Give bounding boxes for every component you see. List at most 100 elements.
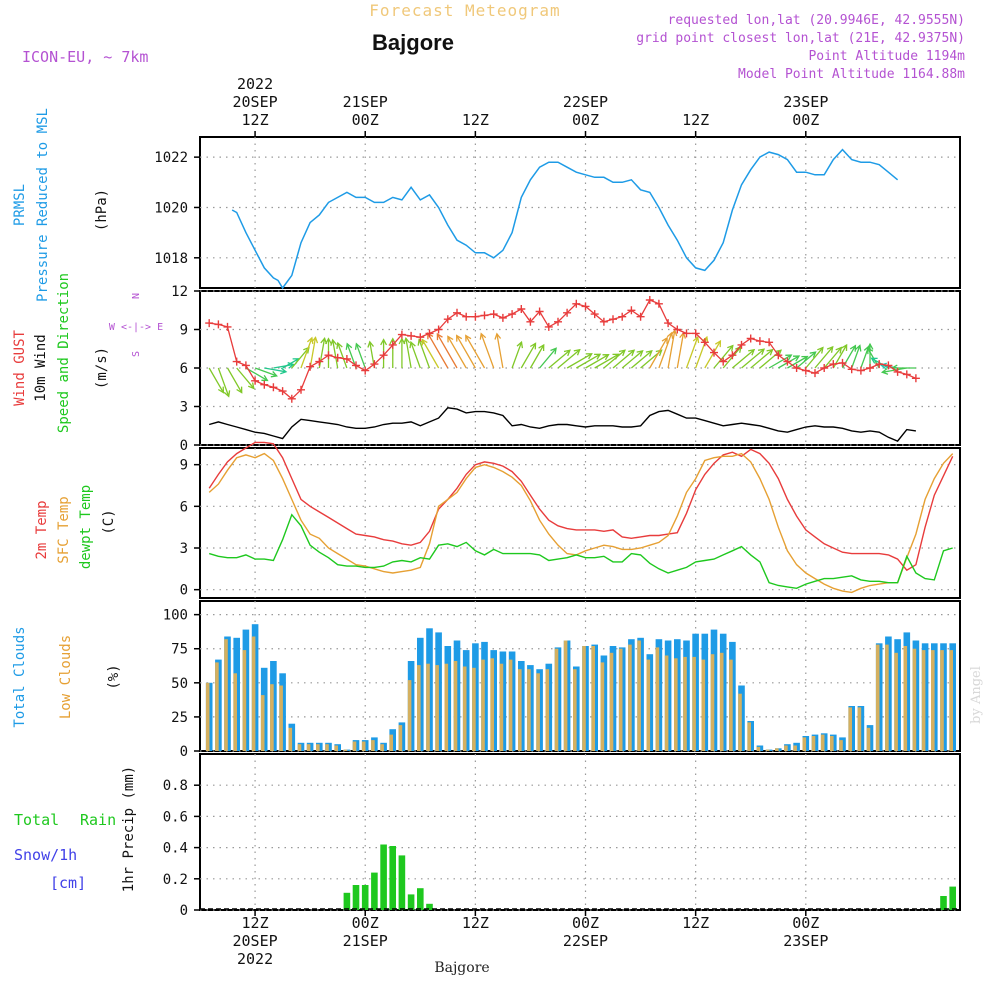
wind-arrowhead: [655, 349, 663, 357]
compass-s: S: [131, 351, 142, 357]
time-label-bottom: 00Z: [572, 914, 599, 932]
wind-gust-point: [526, 317, 535, 326]
low-cloud-bar: [912, 648, 917, 751]
low-cloud-bar: [857, 707, 862, 751]
wind-gust-point: [251, 376, 260, 385]
pressure-line: [231, 148, 899, 290]
wind-arrowhead: [792, 355, 801, 362]
wind-arrow: [557, 349, 581, 369]
wind-arrow: [291, 347, 310, 369]
low-cloud-bar: [940, 650, 944, 751]
wind-arrow: [337, 342, 348, 369]
wind-arrowhead: [447, 335, 454, 343]
temp-2m-label: 2m Temp: [34, 500, 50, 559]
low-cloud-bar: [554, 648, 559, 751]
wind-arrow: [264, 367, 287, 373]
wind-speed-dir-label: Speed and Direction: [56, 273, 72, 433]
temp-sfc-line: [208, 452, 954, 594]
low-cloud-bar: [637, 640, 641, 751]
wind-arrow: [585, 354, 609, 369]
wind-arrowhead: [345, 342, 353, 350]
wind-arrowhead: [826, 345, 834, 353]
wind-arrow: [309, 337, 317, 369]
wind-gust-point: [324, 351, 333, 360]
wind-gust-point: [269, 383, 278, 392]
wind-arrowhead: [380, 338, 388, 346]
wind-arrow: [529, 344, 545, 369]
temp-dewpt-label: dewpt Temp: [78, 485, 94, 569]
wind-gust-point: [572, 299, 581, 308]
wind-arrow: [300, 337, 313, 369]
wind-gust-label: Wind GUST: [12, 330, 28, 406]
wind-gust-point: [563, 308, 572, 317]
low-cloud-bar: [628, 644, 632, 751]
low-cloud-bar: [875, 644, 880, 751]
y-tick-label: 6: [180, 499, 188, 515]
wind-arrowhead: [529, 342, 537, 350]
wind-arrow: [649, 337, 668, 369]
wind-arrow: [630, 350, 653, 369]
wind-gust-point: [765, 338, 774, 347]
panel-2: 0 3 6 9: [180, 447, 961, 599]
wind-gust-point: [783, 357, 792, 366]
wind-arrow: [796, 351, 817, 369]
cloud-axis-labels: Total Clouds Low Clouds (%): [12, 626, 122, 727]
wind-arrowhead: [817, 346, 824, 354]
wind-arrowhead: [223, 390, 231, 398]
y-tick-label: 0: [180, 583, 188, 599]
y-tick-label: 75: [171, 642, 188, 658]
low-cloud-bar: [903, 646, 908, 751]
wind-gust-point: [517, 305, 526, 313]
wind-gust-point: [774, 351, 783, 360]
time-label-bottom: 12Z: [462, 914, 489, 932]
snow-label: Snow/1h: [14, 846, 77, 864]
prmsl-label: PRMSL: [12, 184, 28, 226]
wind-arrow: [612, 349, 635, 369]
wind-gust-point: [306, 362, 315, 371]
wind-gust-point: [223, 322, 232, 331]
wind-gust-point: [205, 319, 214, 328]
low-cloud-bar: [591, 646, 595, 751]
wind-gust-point: [847, 365, 856, 374]
panel-frame: [199, 136, 961, 289]
wind-gust-point: [260, 380, 269, 389]
wind-10m-line: [209, 407, 916, 442]
wind-arrowhead: [801, 355, 809, 362]
wind-arrowhead: [573, 348, 581, 356]
low-cloud-bar: [536, 673, 540, 751]
y-tick-label: 0.4: [163, 841, 188, 857]
wind-gust-point: [544, 322, 553, 331]
wind-gust-point: [866, 364, 874, 372]
wind-gust-point: [700, 338, 709, 347]
wind-arrowhead: [550, 347, 557, 355]
wind-gust-point: [333, 353, 342, 362]
low-cloud-bar: [784, 745, 788, 751]
wind-arrowhead: [766, 348, 774, 356]
wind-gust-point: [443, 315, 452, 324]
low-cloud-bar: [765, 749, 770, 751]
low-cloud-bar: [582, 646, 586, 751]
wind-arrow: [713, 345, 734, 369]
wind-gust-point: [719, 357, 728, 366]
wind-gust-point: [820, 364, 829, 372]
wind-gust-point: [599, 317, 608, 326]
wind-arrowhead: [879, 362, 888, 370]
wind-gust-point: [673, 325, 682, 334]
wind-gust-line: [209, 299, 917, 400]
low-cloud-bar: [352, 741, 357, 751]
wind-arrowhead: [841, 343, 848, 352]
low-cloud-bar: [279, 685, 283, 751]
wind-arrow: [410, 341, 421, 369]
low-cloud-bar: [618, 648, 623, 751]
wind-arrow: [245, 367, 268, 381]
temp-unit-label: (C): [101, 509, 117, 534]
low-cloud-bar: [848, 707, 852, 751]
wind-gust-point: [388, 340, 397, 349]
wind-arrowhead: [516, 340, 524, 349]
wind-gust-point: [664, 319, 673, 328]
low-cloud-bar: [499, 663, 504, 751]
wind-gust-point: [554, 317, 562, 326]
time-label-top: 23SEP: [783, 93, 828, 111]
panel-0: 1018 1020 1022: [154, 136, 961, 289]
wind-arrow: [226, 367, 243, 393]
